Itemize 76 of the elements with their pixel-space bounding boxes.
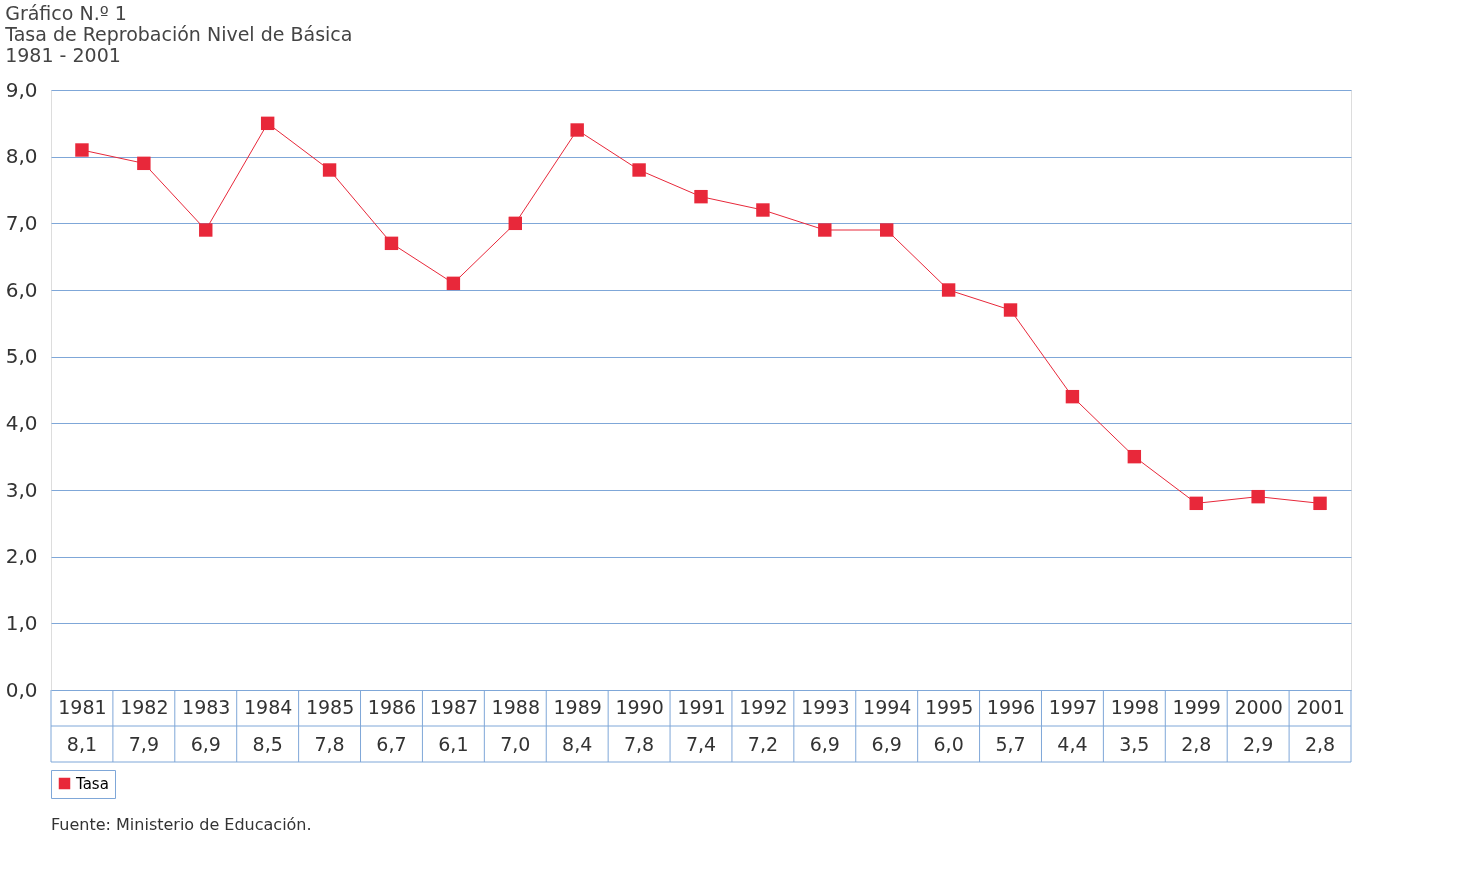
y-tick-label: 0,0	[5, 677, 38, 702]
x-tick-label: 1985	[305, 695, 355, 718]
x-tick-label: 1989	[553, 695, 602, 718]
data-label: 6,9	[871, 733, 902, 755]
point	[818, 223, 832, 237]
x-tick-label: 1988	[491, 695, 540, 718]
x-tick-label: 1998	[1110, 695, 1160, 718]
data-label: 7,0	[500, 733, 531, 755]
x-tick-label: 1995	[924, 695, 974, 718]
point	[1251, 489, 1265, 504]
data-label: 2,8	[1304, 733, 1336, 755]
point	[632, 163, 646, 177]
data-label: 7,4	[685, 733, 717, 755]
x-tick-label: 1991	[677, 695, 726, 718]
point	[322, 163, 337, 177]
x-tick-label: 1990	[615, 695, 664, 718]
y-tick-label: 9,0	[5, 77, 38, 102]
y-tick-label: 1,0	[5, 610, 38, 635]
point	[1065, 389, 1080, 404]
data-label: 4,4	[1057, 733, 1088, 755]
data-label: 8,4	[562, 733, 593, 755]
x-tick-label: 1982	[120, 695, 169, 718]
point	[694, 189, 708, 204]
source-note: Fuente: Ministerio de Educación.	[51, 815, 312, 834]
data-label: 2,9	[1243, 733, 1274, 755]
point	[1003, 303, 1018, 317]
x-tick-label: 1992	[739, 695, 788, 718]
data-label: 3,5	[1119, 733, 1150, 755]
data-label: 6,9	[190, 733, 221, 755]
point	[508, 216, 522, 231]
point	[880, 223, 894, 237]
data-label: 5,7	[995, 733, 1026, 755]
data-label: 7,8	[623, 733, 655, 755]
point	[199, 223, 213, 237]
data-label: 7,2	[747, 733, 779, 755]
data-label: 6,1	[438, 733, 469, 755]
point	[75, 143, 89, 157]
point	[1127, 449, 1142, 464]
y-tick-label: 8,0	[5, 144, 38, 169]
data-label: 6,0	[933, 733, 964, 755]
x-tick-label: 1999	[1172, 695, 1221, 718]
data-label: 7,8	[314, 733, 345, 755]
data-label: 7,9	[128, 733, 159, 755]
x-tick-label: 1984	[243, 695, 293, 718]
x-tick-label: 1996	[986, 695, 1036, 718]
legend-label: Tasa	[75, 774, 109, 793]
x-tick-label: 1986	[367, 695, 417, 718]
data-label: 8,5	[252, 733, 283, 755]
point	[384, 236, 399, 251]
point	[941, 283, 956, 297]
y-tick-label: 3,0	[5, 477, 38, 502]
y-tick-label: 5,0	[5, 344, 38, 369]
chart-title: Gráfico N.º 1 Tasa de Reprobación Nivel de Básica 1981 - 2001	[4, 2, 353, 66]
data-label: 8,1	[66, 733, 98, 755]
x-tick-label: 1987	[429, 695, 479, 718]
y-tick-label: 7,0	[5, 210, 38, 235]
point	[1189, 496, 1203, 511]
y-tick-label: 2,0	[5, 544, 38, 569]
x-tick-label: 1983	[182, 695, 231, 718]
point	[570, 123, 584, 137]
point	[446, 276, 461, 291]
x-tick-label: 1994	[863, 695, 912, 718]
x-tick-label: 1997	[1048, 695, 1098, 718]
x-tick-label: 2001	[1296, 695, 1345, 718]
x-tick-label: 2000	[1234, 695, 1283, 718]
data-label: 2,8	[1181, 733, 1212, 755]
x-tick-label: 1981	[58, 695, 107, 718]
data-label: 6,7	[376, 733, 407, 755]
y-tick-label: 6,0	[5, 277, 38, 302]
point	[137, 156, 151, 171]
data-label: 6,9	[809, 733, 840, 755]
x-tick-label: 1993	[801, 695, 850, 718]
point	[260, 116, 275, 131]
point	[1313, 496, 1327, 511]
point	[756, 203, 770, 217]
y-tick-label: 4,0	[5, 410, 38, 435]
